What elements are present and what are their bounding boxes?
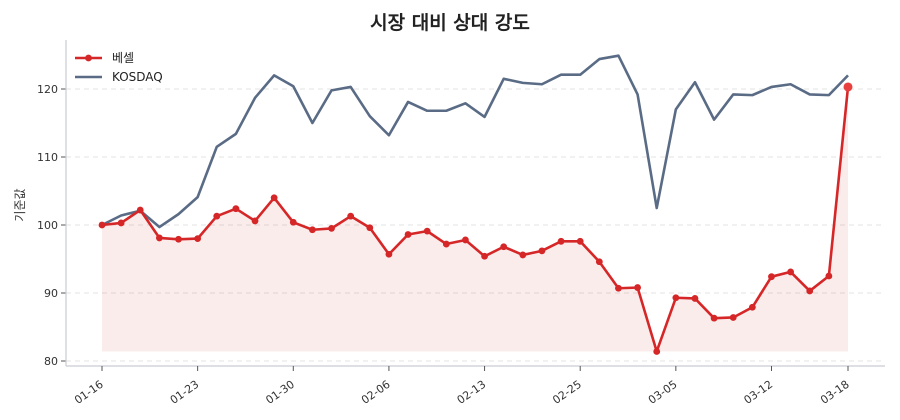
x-tick-label: 01-23 — [168, 378, 202, 407]
data-point-marker — [481, 252, 488, 260]
data-point-marker — [347, 212, 355, 220]
data-point-marker — [519, 251, 527, 259]
y-tick-label: 100 — [37, 219, 58, 232]
legend-label: KOSDAQ — [112, 70, 163, 84]
data-point-marker — [691, 295, 699, 302]
data-point-marker — [423, 227, 431, 235]
x-tick-label: 02-06 — [359, 378, 393, 407]
data-point-marker — [787, 268, 795, 276]
x-tick-label: 03-18 — [818, 378, 852, 407]
data-point-marker — [462, 236, 469, 244]
data-point-marker — [576, 237, 584, 245]
data-point-marker — [538, 247, 546, 255]
data-point-marker — [615, 284, 622, 292]
legend: 베셀 KOSDAQ — [75, 51, 163, 84]
data-point-marker — [155, 234, 163, 242]
data-point-marker — [213, 212, 221, 220]
data-point-marker — [843, 82, 853, 92]
data-point-marker — [710, 314, 718, 322]
data-point-marker — [194, 235, 202, 243]
data-point-marker — [270, 194, 278, 202]
series-lines — [98, 54, 853, 355]
x-tick-label: 03-05 — [646, 378, 680, 407]
data-point-marker — [366, 224, 374, 232]
y-tick-label: 120 — [37, 83, 58, 96]
series-line — [101, 54, 849, 229]
data-point-marker — [232, 205, 240, 213]
x-tick-label: 02-25 — [550, 378, 584, 407]
data-point-marker — [328, 225, 335, 232]
y-tick-label: 80 — [44, 355, 58, 368]
data-point-marker — [442, 240, 450, 248]
data-point-marker — [98, 221, 106, 229]
series-fill-area — [102, 86, 848, 352]
data-point-marker — [672, 294, 680, 302]
data-point-marker — [289, 218, 297, 226]
chart-title: 시장 대비 상대 강도 — [370, 12, 530, 34]
data-point-marker — [500, 243, 508, 251]
data-point-marker — [748, 303, 756, 311]
data-point-marker — [404, 231, 412, 238]
data-point-marker — [595, 258, 603, 266]
y-tick-label: 110 — [37, 151, 58, 164]
x-tick-label: 01-16 — [72, 378, 106, 407]
data-point-marker — [634, 284, 641, 291]
data-point-marker — [768, 273, 775, 281]
data-point-marker — [729, 314, 737, 321]
y-tick-label: 90 — [44, 287, 58, 300]
data-point-marker — [557, 237, 565, 245]
grid-lines — [66, 88, 885, 362]
legend-label: 베셀 — [112, 51, 134, 65]
data-point-marker — [653, 348, 661, 355]
x-tick-label: 01-30 — [263, 378, 297, 407]
series-line — [101, 86, 850, 353]
data-point-marker — [806, 287, 814, 295]
x-tick-label: 02-13 — [455, 378, 489, 407]
data-point-marker — [251, 217, 259, 225]
data-point-marker — [309, 226, 316, 234]
x-tick-label: 03-12 — [742, 378, 776, 407]
data-point-marker — [385, 250, 393, 258]
data-point-marker — [825, 272, 833, 280]
y-axis-label: 기준값 — [13, 188, 27, 221]
data-point-marker — [136, 206, 144, 214]
data-point-marker — [117, 219, 125, 227]
data-point-marker — [175, 235, 182, 243]
